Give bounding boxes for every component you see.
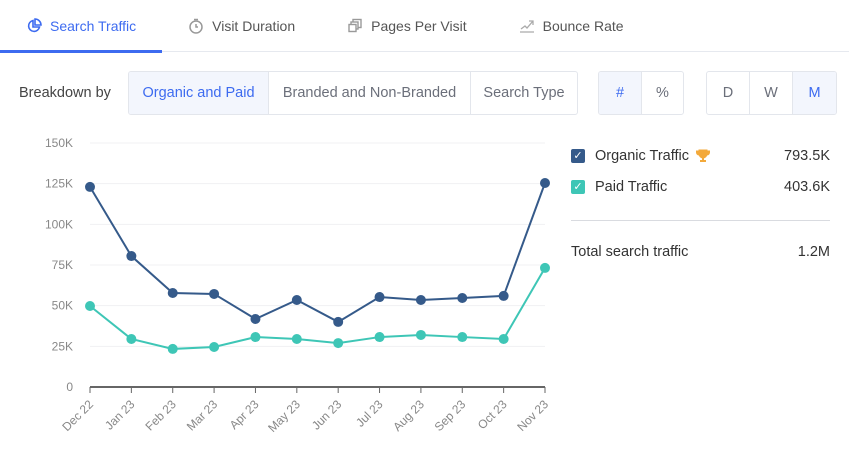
data-point[interactable] [85, 300, 95, 311]
divider [571, 220, 830, 221]
x-tick-label: Apr 23 [227, 397, 262, 432]
tab-label: Visit Duration [212, 18, 296, 34]
data-point[interactable] [250, 314, 261, 325]
data-point[interactable] [415, 329, 426, 340]
breakdown-branded[interactable]: Branded and Non-Branded [269, 72, 471, 114]
data-point[interactable] [333, 338, 344, 349]
data-point[interactable] [126, 334, 137, 345]
breakdown-label: Breakdown by [19, 85, 111, 101]
chart-legend: ✓ Organic Traffic 793.5K ✓ Paid Traffic … [571, 140, 830, 267]
x-tick-label: Feb 23 [143, 397, 180, 434]
data-point[interactable] [457, 293, 468, 304]
x-tick-label: Mar 23 [184, 397, 221, 434]
data-point[interactable] [540, 262, 550, 273]
legend-label: Organic Traffic [595, 147, 690, 164]
tab-label: Bounce Rate [542, 18, 624, 34]
breakdown-selector: Organic and Paid Branded and Non-Branded… [128, 71, 578, 115]
x-tick-label: Aug 23 [390, 397, 427, 434]
bounce-icon [519, 20, 534, 33]
x-tick-label: May 23 [265, 397, 303, 435]
x-tick-label: Dec 22 [59, 397, 96, 434]
legend-paid[interactable]: ✓ Paid Traffic 403.6K [571, 171, 830, 202]
trophy-icon [696, 149, 711, 162]
y-tick-label: 50K [52, 299, 73, 313]
tab-label: Search Traffic [50, 18, 137, 34]
x-tick-label: Jun 23 [309, 397, 345, 433]
y-tick-label: 125K [45, 177, 73, 191]
x-tick-label: Jan 23 [102, 397, 138, 433]
legend-organic[interactable]: ✓ Organic Traffic 793.5K [571, 140, 830, 171]
tab-label: Pages Per Visit [371, 18, 467, 34]
data-point[interactable] [250, 332, 261, 343]
data-point[interactable] [457, 332, 468, 343]
x-tick-label: Jul 23 [353, 397, 386, 430]
tab-bounce-rate[interactable]: Bounce Rate [493, 0, 650, 52]
pages-icon [348, 18, 362, 33]
unit-percent-button[interactable]: % [656, 85, 669, 101]
data-point[interactable] [291, 334, 302, 345]
tab-search-traffic[interactable]: Search Traffic [0, 0, 163, 53]
legend-label: Paid Traffic [595, 178, 668, 195]
total-value: 1.2M [797, 243, 830, 260]
granularity-month[interactable]: M [793, 72, 836, 114]
data-point[interactable] [498, 334, 509, 345]
traffic-line-chart: 0 25K 50K 75K 100K 125K 150K Dec 22 Jan 23 Feb 23… [45, 136, 551, 435]
y-tick-label: 25K [52, 339, 73, 353]
data-point[interactable] [167, 343, 178, 354]
legend-value: 793.5K [784, 147, 830, 164]
data-point[interactable] [291, 294, 302, 305]
data-point[interactable] [209, 288, 220, 299]
unit-toggle: # % [598, 71, 684, 115]
legend-value: 403.6K [784, 178, 830, 195]
data-point[interactable] [85, 181, 95, 192]
breakdown-search-type[interactable]: Search Type [483, 85, 565, 101]
data-point[interactable] [374, 292, 385, 303]
y-tick-label: 100K [45, 217, 73, 231]
granularity-day[interactable]: D [707, 72, 750, 114]
tab-pages-per-visit[interactable]: Pages Per Visit [321, 0, 492, 52]
total-label: Total search traffic [571, 243, 689, 260]
data-point[interactable] [333, 316, 344, 327]
total-row: Total search traffic 1.2M [571, 236, 830, 267]
y-tick-label: 0 [66, 380, 73, 394]
checkbox-icon[interactable]: ✓ [571, 148, 585, 163]
tab-bar: Search Traffic Visit Duration Pages Per … [0, 0, 849, 53]
breakdown-organic-paid[interactable]: Organic and Paid [129, 72, 269, 114]
data-point[interactable] [167, 287, 178, 298]
y-tick-label: 75K [52, 258, 73, 272]
data-point[interactable] [498, 290, 509, 301]
data-point[interactable] [415, 294, 426, 305]
stopwatch-icon [189, 18, 203, 34]
y-tick-label: 150K [45, 136, 73, 150]
tab-visit-duration[interactable]: Visit Duration [162, 0, 321, 52]
x-tick-label: Sep 23 [432, 397, 469, 434]
granularity-toggle: D W M [706, 71, 837, 115]
data-point[interactable] [540, 178, 550, 189]
series-line-organic [89, 182, 546, 324]
data-point[interactable] [374, 332, 385, 343]
pie-chart-icon [27, 18, 42, 33]
x-tick-label: Oct 23 [475, 397, 510, 432]
series-line-paid [89, 267, 546, 350]
x-tick-label: Nov 23 [514, 397, 551, 434]
checkbox-icon[interactable]: ✓ [571, 179, 585, 194]
data-point[interactable] [126, 251, 137, 262]
unit-count-button[interactable]: # [599, 72, 642, 114]
granularity-week[interactable]: W [750, 72, 793, 114]
data-point[interactable] [209, 341, 220, 352]
